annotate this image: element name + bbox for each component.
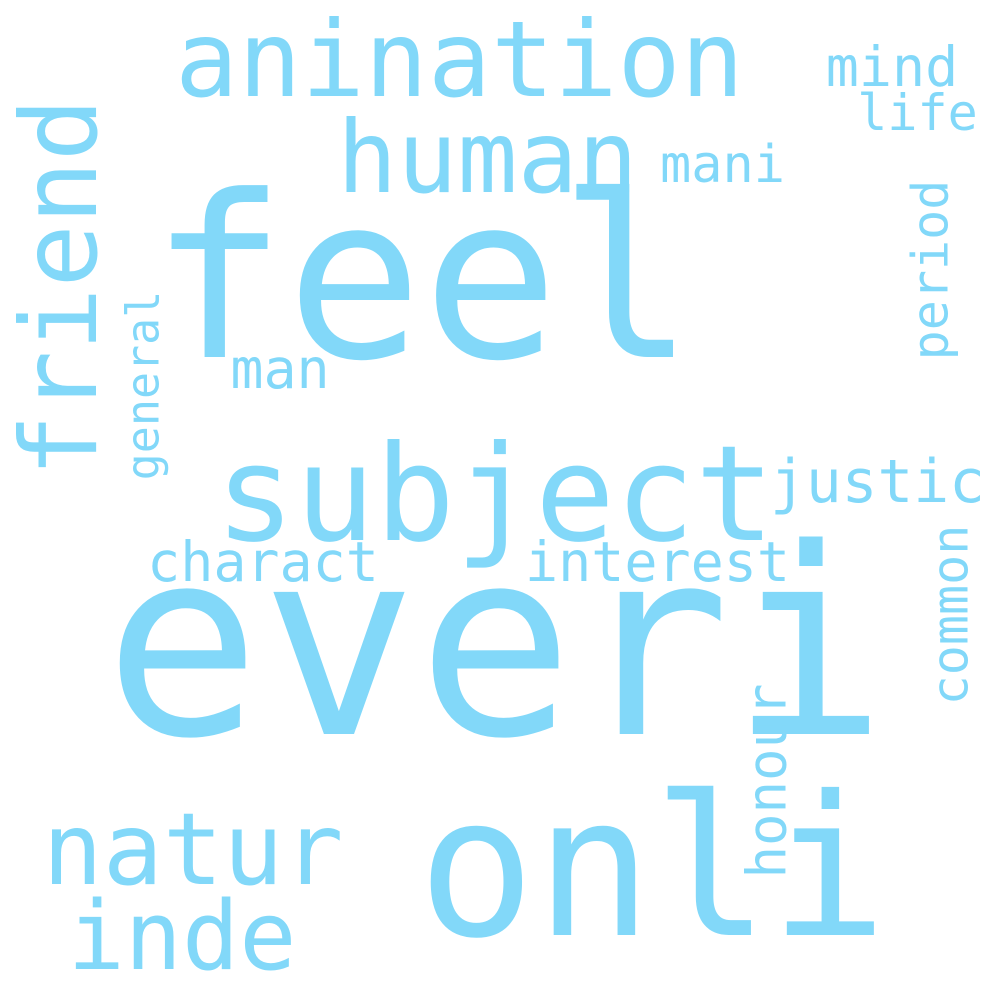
word-honour: honour <box>735 683 799 878</box>
word-natur: natur <box>42 791 344 908</box>
word-interest: interest <box>525 530 790 594</box>
word-onli: onli <box>417 754 888 981</box>
word-mani: mani <box>660 134 785 195</box>
word-anination: anination <box>175 0 744 121</box>
word-general: general <box>116 290 169 481</box>
word-period: period <box>901 179 959 361</box>
word-charact: charact <box>147 530 379 594</box>
word-everi: everi <box>104 494 887 796</box>
word-subject: subject <box>215 417 775 572</box>
word-man: man <box>230 337 330 401</box>
word-friend: friend <box>0 97 122 478</box>
word-human: human <box>336 99 639 216</box>
word-life: life <box>857 84 978 142</box>
word-common: common <box>921 524 979 706</box>
word-feel: feel <box>150 147 695 411</box>
word-justic: justic <box>770 448 985 518</box>
word-mind: mind <box>825 35 959 99</box>
word-inde: inde <box>67 882 297 992</box>
